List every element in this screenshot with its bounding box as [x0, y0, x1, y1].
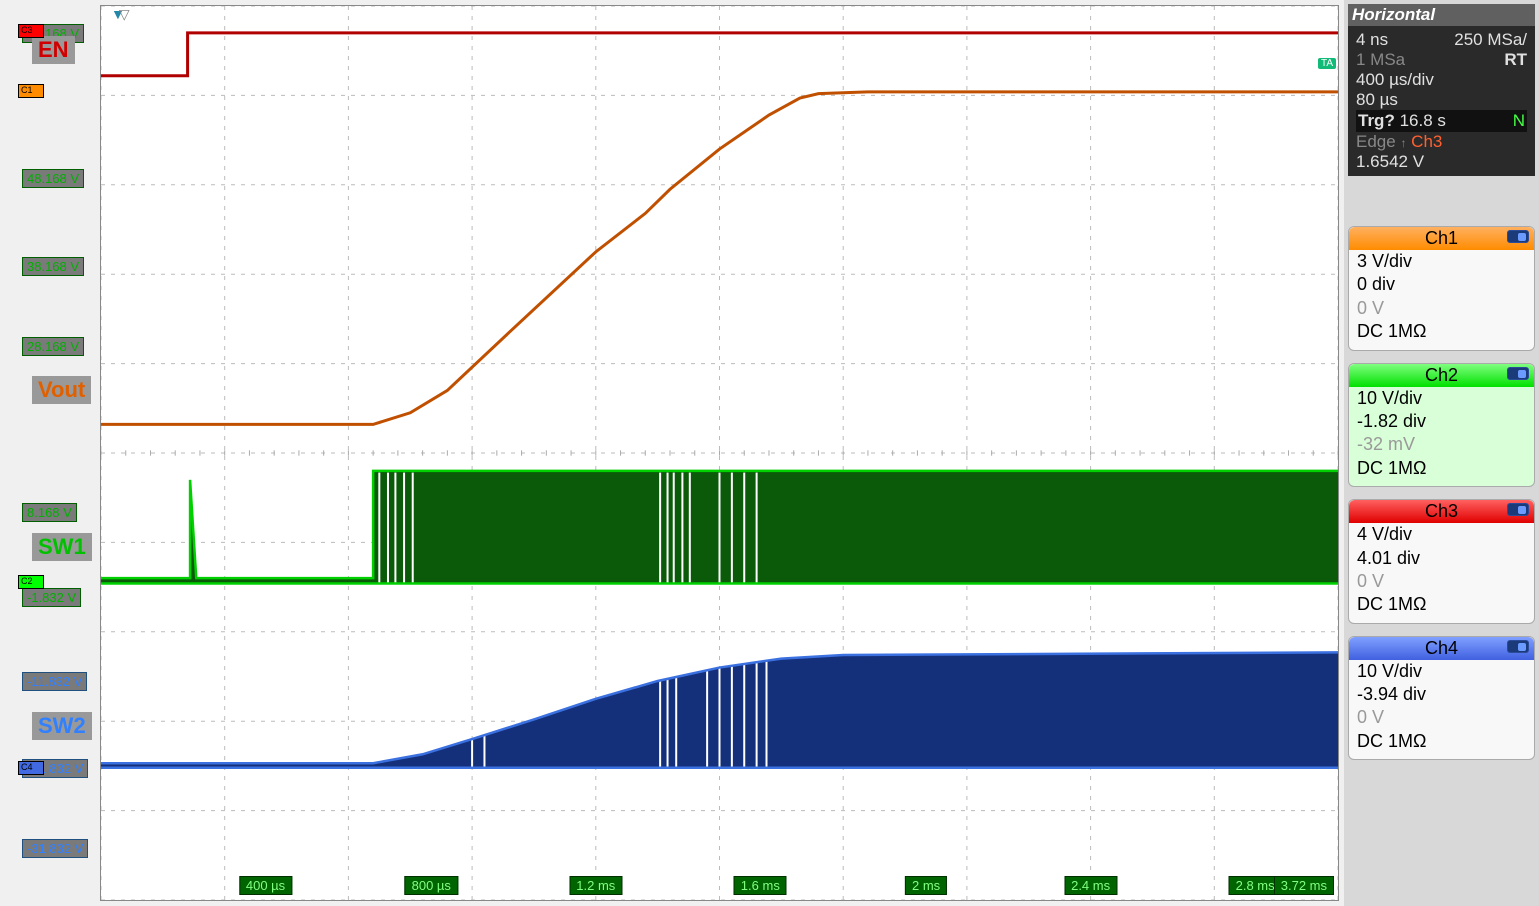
trigger-level: 1.6542 V [1356, 152, 1527, 172]
x-axis-value: 3.72 ms [1274, 876, 1334, 895]
channel-offset: -3.94 div [1349, 683, 1534, 706]
channel-info-box[interactable]: Ch34 V/div4.01 div0 VDC 1MΩ [1348, 499, 1535, 624]
channel-boxes: Ch13 V/div0 div0 VDC 1MΩCh210 V/div-1.82… [1348, 226, 1535, 760]
channel-vdiv: 10 V/div [1349, 387, 1534, 410]
oscilloscope-screenshot: 68.168 V48.168 V38.168 V28.168 V8.168 V-… [0, 0, 1539, 906]
channel-zero-marker-text: C3 [21, 25, 33, 35]
coupling-icon [1507, 367, 1529, 380]
y-axis-value: 28.168 V [22, 337, 84, 356]
channel-info-box[interactable]: Ch410 V/div-3.94 div0 VDC 1MΩ [1348, 636, 1535, 761]
channel-vpos: -32 mV [1349, 433, 1534, 456]
sample-period: 4 ns [1356, 30, 1388, 49]
side-panel: Horizontal 4 ns 250 MSa/ 1 MSa RT 400 µs… [1344, 0, 1539, 906]
channel-header: Ch2 [1349, 364, 1534, 387]
x-axis-value: 400 µs [239, 876, 292, 895]
horiz-line2: 1 MSa RT [1356, 50, 1527, 70]
y-axis-value: -11.832 V [22, 672, 87, 691]
channel-offset: 0 div [1349, 273, 1534, 296]
channel-zero-marker-text: C2 [21, 576, 33, 586]
y-axis-value: 8.168 V [22, 503, 77, 522]
edge-source: Ch3 [1411, 132, 1442, 151]
horizontal-title: Horizontal [1348, 4, 1535, 26]
time-offset: 80 µs [1356, 90, 1527, 110]
edge-label: Edge [1356, 132, 1400, 151]
x-axis-value: 1.6 ms [734, 876, 787, 895]
mem-depth: 1 MSa [1356, 50, 1405, 69]
channel-coupling: DC 1MΩ [1349, 593, 1534, 616]
trigger-status: Trg? 16.8 s N [1356, 110, 1527, 132]
acq-mode: RT [1504, 50, 1527, 70]
signal-name-label: EN [32, 36, 75, 64]
x-axis-value: 800 µs [405, 876, 458, 895]
y-axis-value: -1.832 V [22, 588, 81, 607]
channel-offset: 4.01 div [1349, 547, 1534, 570]
edge-slope-icon: ↑ [1400, 136, 1406, 150]
trigger-edge: Edge ↑ Ch3 [1356, 132, 1527, 152]
trg-flag: N [1513, 111, 1525, 130]
channel-vdiv: 4 V/div [1349, 523, 1534, 546]
channel-header: Ch3 [1349, 500, 1534, 523]
channel-coupling: DC 1MΩ [1349, 730, 1534, 753]
coupling-icon [1507, 503, 1529, 516]
trg-value: 16.8 s [1400, 111, 1446, 130]
x-axis-value: 1.2 ms [569, 876, 622, 895]
ta-marker: TA [1318, 58, 1336, 69]
y-axis-value: 38.168 V [22, 257, 84, 276]
time-per-div: 400 µs/div [1356, 70, 1527, 90]
channel-vpos: 0 V [1349, 706, 1534, 729]
x-axis-value: 2 ms [905, 876, 947, 895]
channel-coupling: DC 1MΩ [1349, 457, 1534, 480]
signal-name-label: Vout [32, 376, 91, 404]
channel-vpos: 0 V [1349, 297, 1534, 320]
horizontal-settings-box: Horizontal 4 ns 250 MSa/ 1 MSa RT 400 µs… [1348, 4, 1535, 176]
y-axis-value: 48.168 V [22, 169, 84, 188]
channel-coupling: DC 1MΩ [1349, 320, 1534, 343]
waveform-svg [101, 6, 1338, 900]
channel-vdiv: 3 V/div [1349, 250, 1534, 273]
channel-vpos: 0 V [1349, 570, 1534, 593]
channel-info-box[interactable]: Ch13 V/div0 div0 VDC 1MΩ [1348, 226, 1535, 351]
signal-name-label: SW1 [32, 533, 92, 561]
trg-label: Trg? [1358, 111, 1400, 130]
signal-name-label: SW2 [32, 712, 92, 740]
channel-zero-marker-text: C1 [21, 85, 33, 95]
channel-offset: -1.82 div [1349, 410, 1534, 433]
sample-rate: 250 MSa/ [1454, 30, 1527, 49]
waveform-plot: ▼▽ TA 400 µs 800 µs 1.2 ms 1.6 ms 2 ms 2.4 ms… [100, 5, 1339, 901]
channel-info-box[interactable]: Ch210 V/div-1.82 div-32 mVDC 1MΩ [1348, 363, 1535, 488]
horiz-line1: 4 ns 250 MSa/ [1356, 30, 1527, 50]
y-axis-labels: 68.168 V48.168 V38.168 V28.168 V8.168 V-… [0, 0, 100, 906]
channel-header: Ch4 [1349, 637, 1534, 660]
trigger-marker-icon: ▼▽ [111, 6, 130, 23]
y-axis-value: -31.832 V [22, 839, 88, 858]
channel-zero-marker-text: C4 [21, 762, 33, 772]
channel-vdiv: 10 V/div [1349, 660, 1534, 683]
coupling-icon [1507, 230, 1529, 243]
channel-header: Ch1 [1349, 227, 1534, 250]
coupling-icon [1507, 640, 1529, 653]
x-axis-value: 2.4 ms [1064, 876, 1117, 895]
